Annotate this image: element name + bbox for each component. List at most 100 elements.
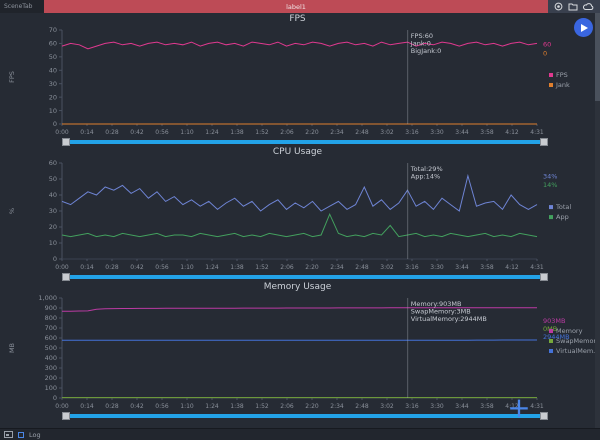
svg-text:1:10: 1:10 (180, 129, 194, 136)
svg-text:4:31: 4:31 (530, 403, 544, 410)
svg-text:0:00: 0:00 (55, 264, 69, 271)
fps-slider-right-handle[interactable] (540, 138, 548, 146)
svg-text:0:28: 0:28 (105, 264, 119, 271)
svg-text:Total: Total (555, 203, 571, 211)
svg-text:1:24: 1:24 (205, 264, 219, 271)
play-icon (581, 23, 588, 32)
svg-text:0:00: 0:00 (55, 129, 69, 136)
fps-slider-left-handle[interactable] (62, 138, 70, 146)
series-line-Memory (62, 307, 537, 312)
svg-text:4:31: 4:31 (530, 264, 544, 271)
svg-text:FPS:60: FPS:60 (411, 32, 433, 40)
svg-text:0:28: 0:28 (105, 403, 119, 410)
svg-text:0: 0 (53, 120, 57, 128)
svg-text:3:30: 3:30 (430, 403, 444, 410)
vertical-scrollbar[interactable] (595, 13, 600, 428)
svg-text:60: 60 (49, 40, 57, 48)
current-value: 60 (543, 40, 551, 48)
svg-text:900: 900 (45, 304, 57, 312)
svg-text:4:12: 4:12 (505, 264, 519, 271)
cpu-chart-title: CPU Usage (272, 147, 323, 157)
svg-text:0:14: 0:14 (80, 403, 94, 410)
svg-text:SwapMemory: SwapMemory (556, 337, 595, 345)
fps-chart-title: FPS (289, 14, 306, 24)
svg-text:3:58: 3:58 (480, 403, 494, 410)
tab-label: label1 (286, 2, 306, 11)
svg-text:10: 10 (49, 107, 57, 115)
record-icon[interactable] (554, 2, 563, 11)
svg-text:1:10: 1:10 (180, 264, 194, 271)
cpu-slider-right-handle[interactable] (540, 273, 548, 281)
svg-text:3:30: 3:30 (430, 264, 444, 271)
memory-chart[interactable]: 0 100 200 300 400 500 600 700 800 900 1,000 MB 0:00 0… (0, 294, 595, 412)
svg-text:App: App (556, 213, 569, 221)
series-line-Total (61, 173, 538, 212)
svg-text:3:16: 3:16 (405, 403, 419, 410)
y-axis-label: MB (8, 343, 16, 353)
cpu-chart[interactable]: 0 10 20 30 40 50 60% 0:00 0:14 0:28 0:42 0:56 1:10 1:… (0, 159, 595, 273)
fps-slider-bar[interactable] (66, 140, 544, 144)
svg-text:App:14%: App:14% (411, 173, 440, 181)
fps-range-slider[interactable] (62, 138, 548, 146)
memory-slider-bar[interactable] (66, 414, 544, 418)
svg-text:2:48: 2:48 (355, 403, 369, 410)
svg-text:BigJank:0: BigJank:0 (411, 47, 442, 55)
memory-slider-left-handle[interactable] (62, 412, 70, 420)
svg-text:3:30: 3:30 (430, 129, 444, 136)
scrollbar-thumb[interactable] (595, 13, 600, 101)
svg-text:20: 20 (49, 93, 57, 101)
memory-slider-right-handle[interactable] (540, 412, 548, 420)
svg-text:3:44: 3:44 (455, 264, 469, 271)
axes: 0 10 20 30 40 50 60 70 FPS 0:00 0:14 0:28 0:42 0:56 1:… (8, 26, 544, 136)
svg-text:3:02: 3:02 (380, 403, 394, 410)
cpu-slider-left-handle[interactable] (62, 273, 70, 281)
svg-text:0:42: 0:42 (130, 403, 144, 410)
svg-text:70: 70 (49, 26, 57, 34)
svg-text:2:06: 2:06 (280, 264, 294, 271)
svg-text:3:16: 3:16 (405, 264, 419, 271)
current-value: 903MB (543, 317, 565, 325)
log-checkbox-icon[interactable] (18, 431, 24, 438)
tab-label1[interactable]: label1 (44, 0, 548, 13)
cpu-range-slider[interactable] (62, 273, 548, 281)
y-axis-label: FPS (8, 71, 16, 83)
svg-text:3:58: 3:58 (480, 129, 494, 136)
svg-text:2:34: 2:34 (330, 403, 344, 410)
svg-text:Memory: Memory (556, 327, 583, 335)
legend: FPS Jank (549, 71, 570, 89)
svg-text:0: 0 (53, 394, 57, 402)
svg-text:2:34: 2:34 (330, 264, 344, 271)
svg-text:3:44: 3:44 (455, 403, 469, 410)
folder-icon[interactable] (568, 2, 578, 11)
svg-text:Memory:903MB: Memory:903MB (411, 300, 462, 308)
svg-text:SwapMemory:3MB: SwapMemory:3MB (411, 308, 471, 316)
cpu-slider-bar[interactable] (66, 275, 544, 279)
app-label: SceneTab (0, 0, 44, 13)
svg-text:40: 40 (49, 66, 57, 74)
svg-text:2:20: 2:20 (305, 129, 319, 136)
svg-text:2:06: 2:06 (280, 403, 294, 410)
svg-text:1,000: 1,000 (38, 294, 57, 302)
svg-text:40: 40 (49, 191, 57, 199)
svg-text:2:20: 2:20 (305, 403, 319, 410)
fps-chart[interactable]: 0 10 20 30 40 50 60 70 FPS 0:00 0:14 0:28 0:42 0:56 1:… (0, 26, 595, 138)
svg-text:0:56: 0:56 (155, 129, 169, 136)
svg-text:0:14: 0:14 (80, 129, 94, 136)
svg-text:4:12: 4:12 (505, 403, 519, 410)
svg-text:0:14: 0:14 (80, 264, 94, 271)
charts-panel: FPS 0 10 20 30 40 50 60 70 FPS 0:00 0:14 0:28 0:42 0:… (0, 13, 595, 428)
current-value: 14% (543, 181, 557, 189)
memory-range-slider[interactable] (62, 412, 548, 420)
svg-text:2:48: 2:48 (355, 264, 369, 271)
svg-text:0:56: 0:56 (155, 403, 169, 410)
svg-text:3:02: 3:02 (380, 264, 394, 271)
svg-text:30: 30 (49, 80, 57, 88)
play-button[interactable] (574, 18, 593, 37)
cloud-icon[interactable] (583, 2, 594, 11)
panel-icon[interactable] (4, 431, 13, 438)
current-value: 0 (543, 50, 547, 58)
titlebar-icons (548, 0, 600, 13)
add-chart-button[interactable]: + (507, 391, 531, 424)
